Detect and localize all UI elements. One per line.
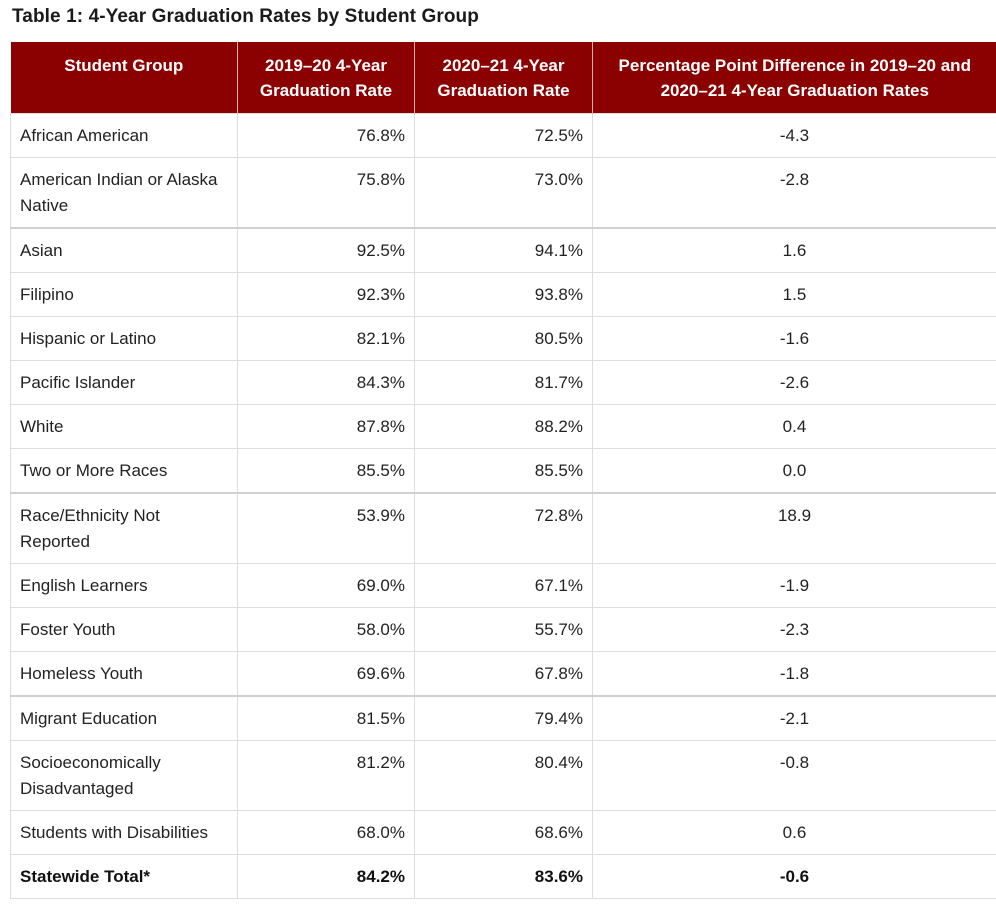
student-group-cell: Filipino <box>10 272 238 317</box>
rate-2020-21-cell: 88.2% <box>414 404 593 449</box>
rate-2020-21-cell: 55.7% <box>414 607 593 652</box>
table-row: Homeless Youth 69.6% 67.8% -1.8 <box>10 651 996 697</box>
rate-2020-21-cell: 68.6% <box>414 810 593 855</box>
difference-cell: -1.6 <box>592 316 996 361</box>
rate-2020-21-cell: 67.1% <box>414 563 593 608</box>
header-rate-2020-21: 2020–21 4-Year Graduation Rate <box>414 42 593 114</box>
table-row: Hispanic or Latino 82.1% 80.5% -1.6 <box>10 316 996 361</box>
rate-2019-20-cell: 69.0% <box>237 563 415 608</box>
rate-2020-21-cell: 80.5% <box>414 316 593 361</box>
rate-2019-20-cell: 75.8% <box>237 157 415 229</box>
difference-cell: -0.6 <box>592 854 996 899</box>
difference-cell: -1.9 <box>592 563 996 608</box>
rate-2019-20-cell: 81.2% <box>237 740 415 811</box>
difference-cell: -0.8 <box>592 740 996 811</box>
table-row: Filipino 92.3% 93.8% 1.5 <box>10 272 996 317</box>
student-group-cell: Asian <box>10 227 238 273</box>
table-row: Socioeconomically Disadvantaged 81.2% 80… <box>10 740 996 811</box>
table-row: English Learners 69.0% 67.1% -1.9 <box>10 563 996 608</box>
rate-2019-20-cell: 92.3% <box>237 272 415 317</box>
rate-2020-21-cell: 72.5% <box>414 113 593 158</box>
rate-2019-20-cell: 76.8% <box>237 113 415 158</box>
header-difference: Percentage Point Difference in 2019–20 a… <box>592 42 996 114</box>
student-group-cell: Socioeconomically Disadvantaged <box>10 740 238 811</box>
student-group-cell: White <box>10 404 238 449</box>
header-rate-2019-20: 2019–20 4-Year Graduation Rate <box>237 42 415 114</box>
difference-cell: -4.3 <box>592 113 996 158</box>
rate-2020-21-cell: 67.8% <box>414 651 593 697</box>
difference-cell: 18.9 <box>592 492 996 564</box>
student-group-cell: Hispanic or Latino <box>10 316 238 361</box>
rate-2020-21-cell: 79.4% <box>414 695 593 741</box>
table-row: Race/Ethnicity Not Reported 53.9% 72.8% … <box>10 492 996 564</box>
rate-2019-20-cell: 58.0% <box>237 607 415 652</box>
student-group-cell: Migrant Education <box>10 695 238 741</box>
difference-cell: -2.6 <box>592 360 996 405</box>
graduation-rates-table: Student Group 2019–20 4-Year Graduation … <box>10 42 996 899</box>
table-header-row: Student Group 2019–20 4-Year Graduation … <box>10 42 996 114</box>
rate-2019-20-cell: 69.6% <box>237 651 415 697</box>
table-row: Migrant Education 81.5% 79.4% -2.1 <box>10 695 996 741</box>
rate-2020-21-cell: 72.8% <box>414 492 593 564</box>
student-group-cell: Homeless Youth <box>10 651 238 697</box>
rate-2019-20-cell: 53.9% <box>237 492 415 564</box>
rate-2020-21-cell: 93.8% <box>414 272 593 317</box>
rate-2019-20-cell: 87.8% <box>237 404 415 449</box>
difference-cell: 0.4 <box>592 404 996 449</box>
difference-cell: -2.3 <box>592 607 996 652</box>
table-row: Pacific Islander 84.3% 81.7% -2.6 <box>10 360 996 405</box>
student-group-cell: American Indian or Alaska Native <box>10 157 238 229</box>
table-row: White 87.8% 88.2% 0.4 <box>10 404 996 449</box>
rate-2019-20-cell: 84.3% <box>237 360 415 405</box>
rate-2019-20-cell: 84.2% <box>237 854 415 899</box>
difference-cell: -2.1 <box>592 695 996 741</box>
rate-2020-21-cell: 83.6% <box>414 854 593 899</box>
student-group-cell: Foster Youth <box>10 607 238 652</box>
table-row: African American 76.8% 72.5% -4.3 <box>10 113 996 158</box>
student-group-cell: Two or More Races <box>10 448 238 494</box>
student-group-cell: English Learners <box>10 563 238 608</box>
rate-2020-21-cell: 94.1% <box>414 227 593 273</box>
table-row: American Indian or Alaska Native 75.8% 7… <box>10 157 996 229</box>
rate-2019-20-cell: 68.0% <box>237 810 415 855</box>
rate-2020-21-cell: 85.5% <box>414 448 593 494</box>
table-row: Foster Youth 58.0% 55.7% -2.3 <box>10 607 996 652</box>
rate-2020-21-cell: 73.0% <box>414 157 593 229</box>
rate-2019-20-cell: 81.5% <box>237 695 415 741</box>
difference-cell: 0.0 <box>592 448 996 494</box>
student-group-cell: Pacific Islander <box>10 360 238 405</box>
student-group-cell: Race/Ethnicity Not Reported <box>10 492 238 564</box>
student-group-cell: African American <box>10 113 238 158</box>
rate-2020-21-cell: 81.7% <box>414 360 593 405</box>
student-group-cell: Statewide Total* <box>10 854 238 899</box>
rate-2019-20-cell: 92.5% <box>237 227 415 273</box>
table-row: Asian 92.5% 94.1% 1.6 <box>10 227 996 273</box>
statewide-total-row: Statewide Total* 84.2% 83.6% -0.6 <box>10 854 996 899</box>
difference-cell: 0.6 <box>592 810 996 855</box>
difference-cell: 1.6 <box>592 227 996 273</box>
difference-cell: -2.8 <box>592 157 996 229</box>
student-group-cell: Students with Disabilities <box>10 810 238 855</box>
rate-2020-21-cell: 80.4% <box>414 740 593 811</box>
difference-cell: 1.5 <box>592 272 996 317</box>
header-student-group: Student Group <box>10 42 238 114</box>
table-caption: Table 1: 4-Year Graduation Rates by Stud… <box>12 6 479 27</box>
rate-2019-20-cell: 82.1% <box>237 316 415 361</box>
difference-cell: -1.8 <box>592 651 996 697</box>
table-row: Two or More Races 85.5% 85.5% 0.0 <box>10 448 996 494</box>
table-row: Students with Disabilities 68.0% 68.6% 0… <box>10 810 996 855</box>
rate-2019-20-cell: 85.5% <box>237 448 415 494</box>
